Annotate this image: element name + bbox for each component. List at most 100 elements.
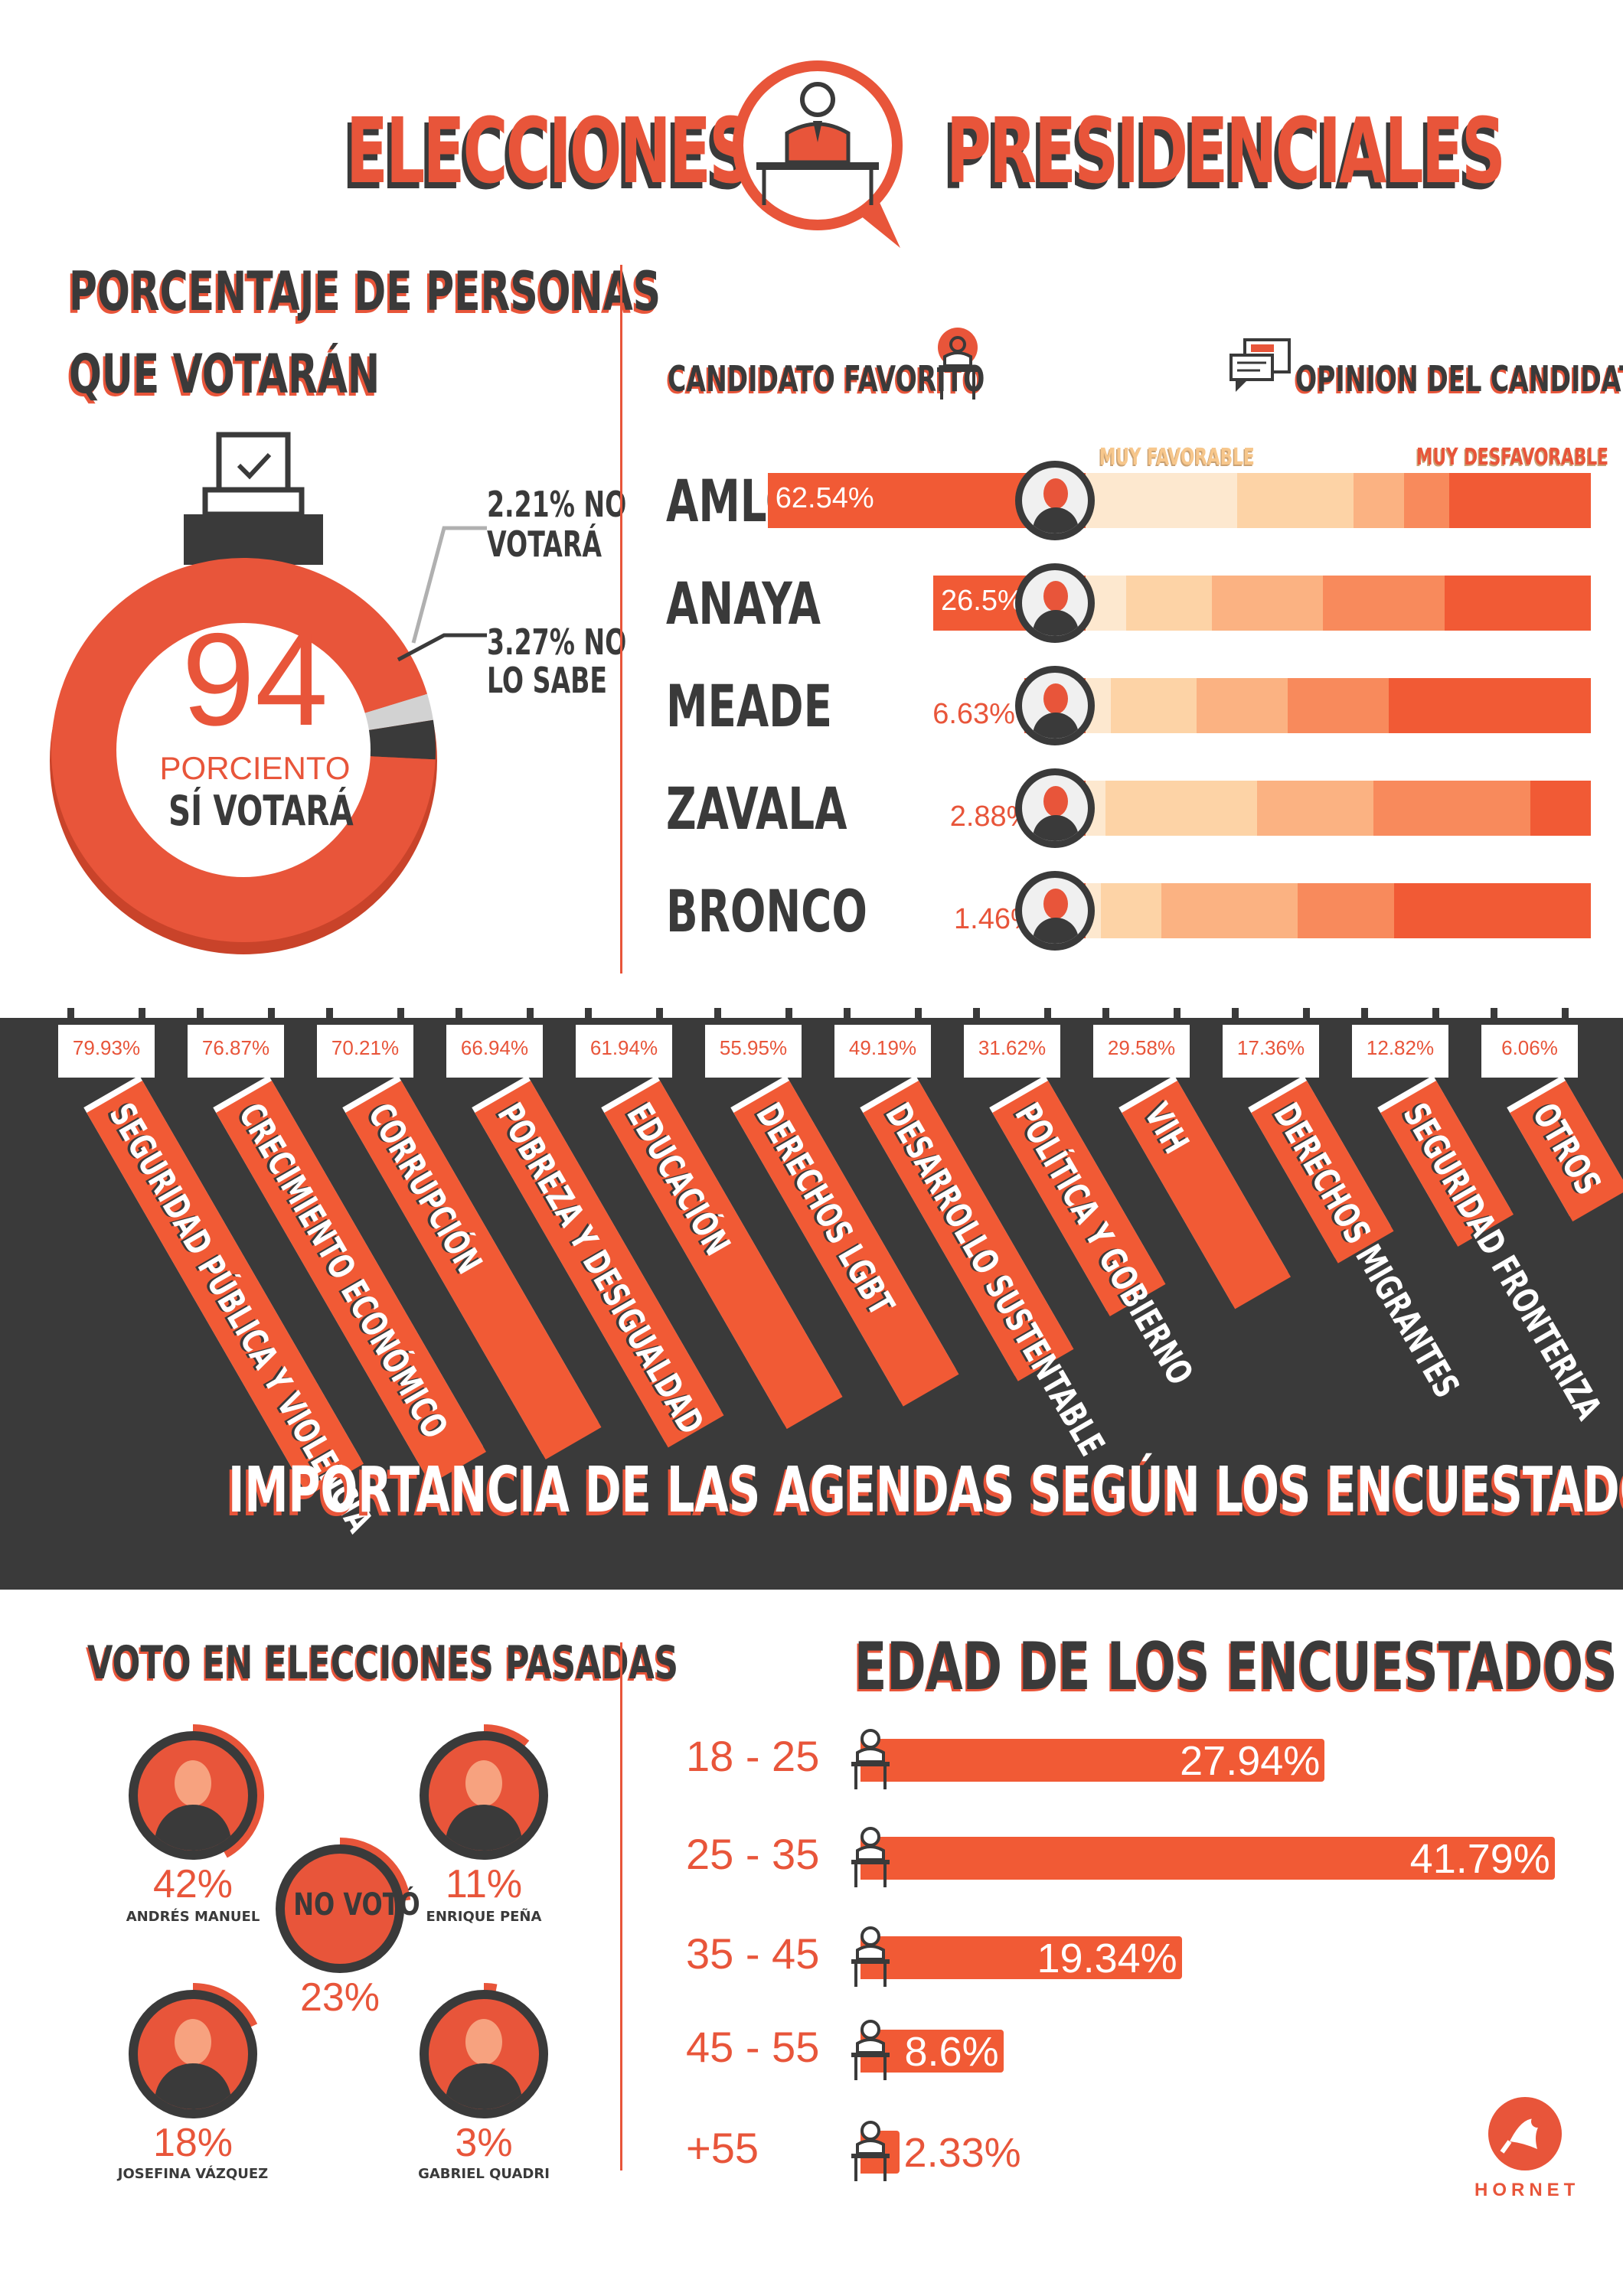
hornet-logo-icon	[1488, 2097, 1562, 2170]
candidate-favorite-icon	[937, 328, 978, 400]
age-group-label: 35 - 45	[686, 1929, 820, 1978]
agenda-pct-card: 49.19%	[834, 1008, 931, 1078]
past-vote-avatar	[129, 1990, 257, 2118]
opinion-segment	[1085, 473, 1237, 528]
age-group-label: 45 - 55	[686, 2023, 820, 2071]
opinion-chat-icon	[1229, 338, 1291, 392]
turnout-ring-chart	[50, 432, 437, 954]
past-vote-avatar	[420, 1731, 548, 1860]
age-group-label: 18 - 25	[686, 1732, 820, 1780]
opinion-candidato-label: OPINION DEL CANDIDATO	[1295, 358, 1623, 400]
opinion-segment	[1323, 576, 1445, 631]
person-icon	[851, 1729, 890, 1789]
ballot-paper-icon	[216, 432, 291, 499]
opinion-segment	[1287, 678, 1389, 733]
opinion-segment	[1257, 781, 1374, 836]
past-vote-name: GABRIEL QUADRI	[418, 2166, 550, 2182]
past-vote-ring	[192, 1983, 258, 2029]
brand-name: HORNET	[1474, 2180, 1580, 2200]
agenda-pct-card: 29.58%	[1093, 1008, 1190, 1078]
title-elecciones: ELECCIONES	[346, 98, 753, 204]
agenda-pct-card: 31.62%	[964, 1008, 1060, 1078]
past-vote-name: ANDRÉS MANUEL	[126, 1909, 260, 1925]
no-sabe-line1: 3.27% NO	[487, 621, 627, 663]
past-vote-pct: 11%	[445, 1862, 523, 1906]
candidate-favorite-bar	[1046, 883, 1591, 938]
candidate-avatar	[1015, 461, 1095, 540]
past-vote-ring	[192, 1724, 264, 1858]
age-bar: 19.34%	[860, 1936, 1182, 1981]
divider-bottom	[620, 1642, 622, 2170]
opinion-segment	[1449, 473, 1591, 528]
agenda-pct-card: 70.21%	[317, 1008, 413, 1078]
no-voto-label: NO VOTÓ	[293, 1887, 420, 1923]
turnout-callout-lines	[397, 526, 487, 662]
ballot-speaker-icon	[733, 60, 903, 248]
age-bar: 27.94%	[860, 1738, 1325, 1784]
candidate-avatar	[1015, 563, 1095, 643]
agenda-pct-card: 76.87%	[188, 1008, 284, 1078]
candidate-name: BRONCO	[666, 877, 867, 945]
turnout-si-votara: SÍ VOTARÁ	[168, 787, 354, 835]
ring-slice-no-sabe	[367, 719, 436, 760]
person-icon	[851, 1926, 890, 1987]
age-value: 2.33%	[903, 2130, 1021, 2176]
past-vote-avatar	[420, 1990, 548, 2118]
past-vote-ring	[483, 1724, 530, 1750]
candidate-name: MEADE	[666, 672, 832, 740]
opinion-segment	[1444, 576, 1591, 631]
past-vote-name: ENRIQUE PEÑA	[426, 1909, 542, 1925]
opinion-segment	[1393, 883, 1591, 938]
opinion-segment	[1530, 781, 1591, 836]
person-icon	[851, 1827, 890, 1887]
agenda-pct-card: 17.36%	[1223, 1008, 1319, 1078]
past-votes-heading: VOTO EN ELECCIONES PASADAS	[87, 1636, 678, 1690]
agenda-pct-card: 79.93%	[58, 1008, 155, 1078]
age-value: 19.34%	[1037, 1936, 1177, 1981]
opinion-segment	[1105, 781, 1258, 836]
muy-desfavorable-label: MUY DESFAVORABLE	[1416, 444, 1608, 471]
candidate-favorite-pct: 6.63%	[932, 698, 1015, 730]
turnout-porciento: PORCIENTO	[159, 750, 351, 786]
past-vote-pct: 3%	[455, 2121, 513, 2165]
candidate-favorite-bar	[1024, 678, 1591, 733]
candidate-name: ANAYA	[666, 569, 821, 638]
person-icon	[851, 2121, 890, 2181]
past-vote-avatar	[129, 1731, 257, 1860]
opinion-segment	[1236, 473, 1354, 528]
opinion-segment	[1110, 678, 1197, 733]
past-vote-ring	[483, 1983, 498, 1995]
past-vote-name: JOSEFINA VÁZQUEZ	[117, 2166, 269, 2182]
agendas-title: IMPORTANCIA DE LAS AGENDAS SEGÚN LOS ENC…	[228, 1454, 1623, 1527]
age-value: 27.94%	[1180, 1738, 1321, 1784]
candidate-favorite-bar	[767, 473, 1591, 528]
age-value: 41.79%	[1409, 1836, 1550, 1882]
agenda-pct-card: 6.06%	[1481, 1008, 1578, 1078]
turnout-heading-line1: PORCENTAJE DE PERSONAS	[69, 260, 661, 323]
age-bar: 41.79%	[860, 1836, 1555, 1882]
no-sabe-line2: LO SABE	[487, 660, 607, 701]
candidate-favorite-bar	[1041, 781, 1591, 836]
candidate-favorite-pct: 62.54%	[775, 482, 874, 514]
past-vote-pct: 42%	[152, 1862, 233, 1906]
title-presidenciales: PRESIDENCIALES	[946, 98, 1506, 204]
person-icon	[851, 2020, 890, 2080]
past-vote-pct: 18%	[152, 2121, 233, 2165]
candidate-avatar	[1015, 871, 1095, 951]
past-vote-pct: 23%	[299, 1975, 380, 2020]
opinion-segment	[1212, 576, 1324, 631]
opinion-segment	[1403, 473, 1450, 528]
candidato-favorito-label: CANDIDATO FAVORITO	[668, 358, 985, 400]
opinion-segment	[1353, 473, 1404, 528]
candidate-name: ZAVALA	[666, 775, 847, 843]
opinion-segment	[1197, 678, 1288, 733]
opinion-segment	[1100, 883, 1161, 938]
age-group-label: +55	[686, 2124, 759, 2172]
opinion-segment	[1125, 576, 1212, 631]
no-votara-line1: 2.21% NO	[487, 484, 627, 525]
candidate-favorite-pct: 26.5%	[941, 585, 1024, 617]
opinion-segment	[1388, 678, 1591, 733]
agenda-pct-card: 61.94%	[576, 1008, 672, 1078]
agenda-pct-card: 55.95%	[705, 1008, 802, 1078]
agenda-pct-card: 66.94%	[446, 1008, 543, 1078]
